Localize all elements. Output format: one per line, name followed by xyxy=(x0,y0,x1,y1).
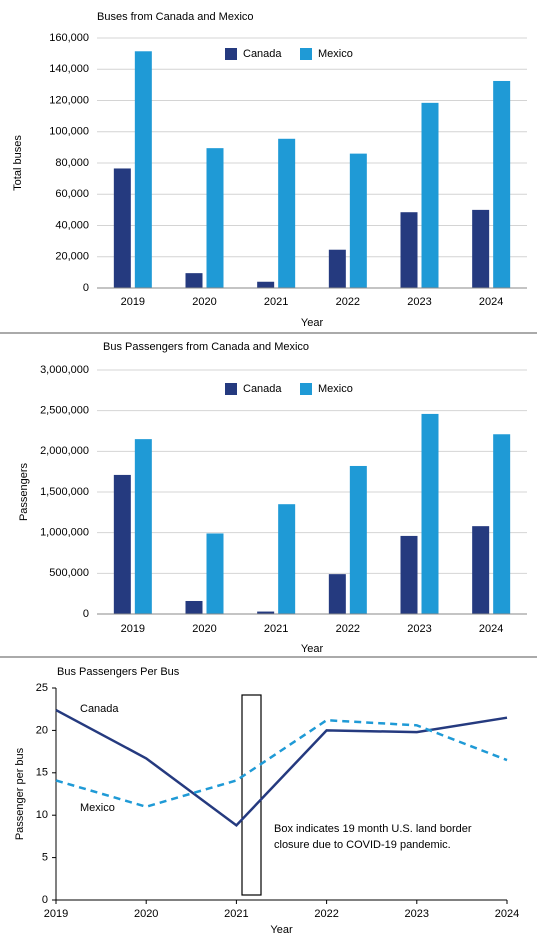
y-tick-label: 100,000 xyxy=(49,126,89,138)
bar xyxy=(493,80,511,288)
x-axis-title: Year xyxy=(270,924,293,936)
x-tick-label: 2022 xyxy=(314,908,338,920)
bar xyxy=(257,611,275,614)
x-tick-label: 2023 xyxy=(407,623,431,635)
series-label: Mexico xyxy=(80,802,115,814)
bar xyxy=(421,102,439,288)
x-tick-label: 2019 xyxy=(121,623,145,635)
bar xyxy=(349,153,367,288)
annotation: closure due to COVID-19 pandemic. xyxy=(274,839,451,851)
bar xyxy=(421,413,439,614)
x-tick-label: 2024 xyxy=(479,296,503,308)
y-tick-label: 120,000 xyxy=(49,94,89,106)
bar xyxy=(185,273,203,288)
y-tick-label: 5 xyxy=(42,852,48,864)
bar xyxy=(472,526,490,614)
x-tick-label: 2019 xyxy=(44,908,68,920)
x-tick-label: 2023 xyxy=(405,908,429,920)
y-tick-label: 80,000 xyxy=(55,157,89,169)
y-tick-label: 15 xyxy=(36,767,48,779)
y-axis-title: Total buses xyxy=(12,135,24,191)
x-tick-label: 2022 xyxy=(336,623,360,635)
x-tick-label: 2019 xyxy=(121,296,145,308)
x-tick-label: 2021 xyxy=(224,908,248,920)
legend-label: Canada xyxy=(243,48,282,60)
chart-title: Buses from Canada and Mexico xyxy=(97,11,254,23)
x-tick-label: 2020 xyxy=(192,296,216,308)
y-tick-label: 10 xyxy=(36,809,48,821)
x-tick-label: 2020 xyxy=(192,623,216,635)
y-tick-label: 20,000 xyxy=(55,251,89,263)
bar xyxy=(278,138,296,288)
chart-title: Bus Passengers from Canada and Mexico xyxy=(103,341,309,353)
y-tick-label: 25 xyxy=(36,682,48,694)
y-tick-label: 1,000,000 xyxy=(40,527,89,539)
y-tick-label: 60,000 xyxy=(55,188,89,200)
bar xyxy=(278,504,296,614)
y-tick-label: 2,500,000 xyxy=(40,405,89,417)
y-tick-label: 1,500,000 xyxy=(40,486,89,498)
series-line xyxy=(55,708,508,828)
bar xyxy=(134,51,152,288)
y-tick-label: 2,000,000 xyxy=(40,445,89,457)
bar xyxy=(185,600,203,614)
x-tick-label: 2024 xyxy=(495,908,519,920)
legend-swatch xyxy=(225,383,237,395)
bar xyxy=(134,439,152,614)
legend-swatch xyxy=(300,48,312,60)
y-tick-label: 0 xyxy=(42,894,48,906)
legend-swatch xyxy=(225,48,237,60)
chart-title: Bus Passengers Per Bus xyxy=(57,666,180,678)
bar xyxy=(328,574,346,614)
closure-box xyxy=(241,694,262,896)
legend-swatch xyxy=(300,383,312,395)
bar xyxy=(400,535,418,614)
bar xyxy=(206,148,224,288)
legend-label: Mexico xyxy=(318,383,353,395)
bar xyxy=(113,474,131,614)
y-tick-label: 500,000 xyxy=(49,567,89,579)
y-tick-label: 3,000,000 xyxy=(40,364,89,376)
y-tick-label: 140,000 xyxy=(49,63,89,75)
bar xyxy=(349,465,367,614)
y-axis-title: Passenger per bus xyxy=(14,747,26,840)
x-tick-label: 2022 xyxy=(336,296,360,308)
y-tick-label: 0 xyxy=(83,608,89,620)
bar xyxy=(328,249,346,288)
bar xyxy=(400,212,418,288)
bar xyxy=(493,434,511,614)
x-tick-label: 2024 xyxy=(479,623,503,635)
y-tick-label: 160,000 xyxy=(49,32,89,44)
y-tick-label: 20 xyxy=(36,724,48,736)
x-tick-label: 2023 xyxy=(407,296,431,308)
annotation: Box indicates 19 month U.S. land border xyxy=(274,823,472,835)
x-axis-title: Year xyxy=(301,317,324,329)
bar xyxy=(257,281,275,288)
y-tick-label: 40,000 xyxy=(55,219,89,231)
series-line xyxy=(55,718,508,809)
x-tick-label: 2020 xyxy=(134,908,158,920)
bar xyxy=(472,209,490,288)
legend-label: Mexico xyxy=(318,48,353,60)
series-label: Canada xyxy=(80,703,119,715)
bar xyxy=(113,168,131,288)
x-tick-label: 2021 xyxy=(264,296,288,308)
legend-label: Canada xyxy=(243,383,282,395)
x-tick-label: 2021 xyxy=(264,623,288,635)
bar xyxy=(206,533,224,614)
x-axis-title: Year xyxy=(301,643,324,655)
y-axis-title: Passengers xyxy=(18,462,30,521)
y-tick-label: 0 xyxy=(83,282,89,294)
